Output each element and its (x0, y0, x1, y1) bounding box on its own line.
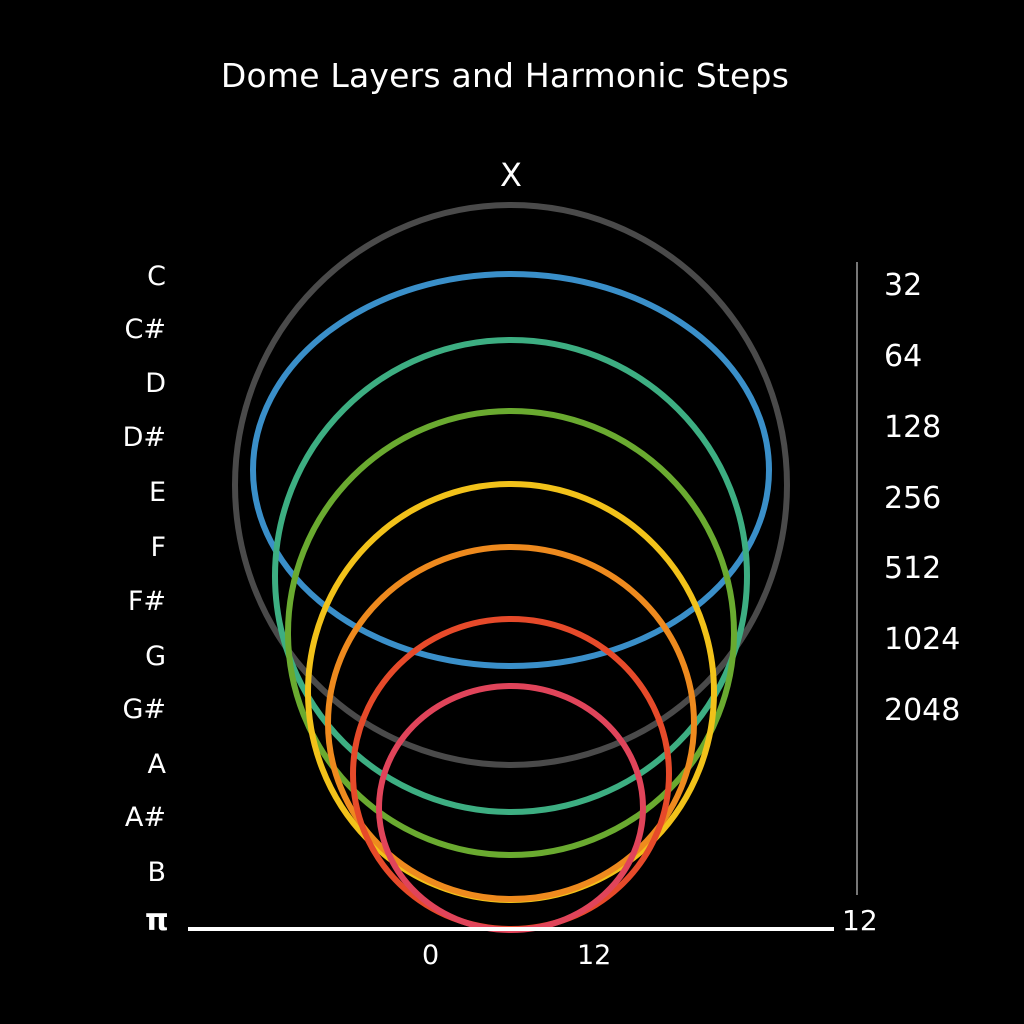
step-label-512: 512 (884, 551, 942, 586)
note-label-a: A (147, 749, 166, 780)
note-label-b: B (147, 857, 166, 888)
step-label-256: 256 (884, 481, 942, 516)
step-label-1024: 1024 (884, 622, 961, 657)
step-label-2048: 2048 (884, 693, 961, 728)
note-label-a-sharp: A# (124, 802, 166, 833)
x-tick-12: 12 (577, 940, 612, 971)
note-label-f: F (150, 532, 166, 563)
ring-teal (272, 337, 750, 815)
ring-orange (325, 544, 697, 902)
diagram-title: Dome Layers and Harmonic Steps (220, 56, 790, 95)
note-label-c: C (147, 261, 166, 292)
step-label-32: 32 (884, 268, 923, 303)
dome-rings (232, 202, 790, 933)
note-label-f-sharp: F# (127, 586, 166, 617)
x-tick-0: 0 (422, 940, 440, 971)
ring-lime (285, 408, 737, 858)
note-label-g-sharp: G# (122, 694, 166, 725)
axis-end-label: 12 (842, 904, 878, 937)
note-label-d-sharp: D# (122, 422, 166, 453)
step-label-128: 128 (884, 410, 942, 445)
ring-blue (250, 271, 772, 669)
apex-label: X (500, 156, 522, 194)
note-label-g: G (145, 641, 166, 672)
baseline-pi-symbol: π (145, 903, 169, 938)
ring-pink (376, 683, 646, 933)
step-label-64: 64 (884, 339, 923, 374)
ring-gray (232, 202, 790, 768)
note-label-e: E (148, 477, 166, 508)
note-label-c-sharp: C# (124, 314, 166, 345)
note-label-d: D (145, 368, 166, 399)
